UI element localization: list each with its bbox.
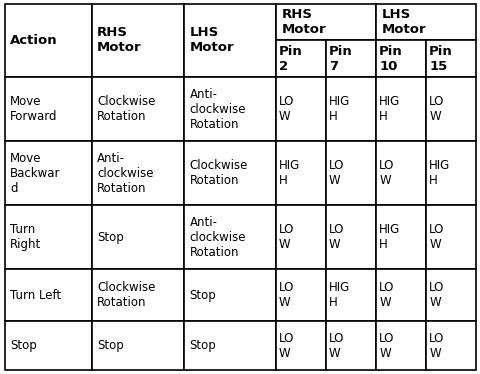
Bar xyxy=(5,269,92,321)
Bar xyxy=(375,269,425,321)
Text: Pin
7: Pin 7 xyxy=(328,45,352,73)
Bar xyxy=(375,141,425,205)
Bar xyxy=(276,77,325,141)
Bar xyxy=(5,4,92,77)
Bar xyxy=(5,205,92,269)
Text: LO
W: LO W xyxy=(328,223,344,251)
Text: Anti-
clockwise
Rotation: Anti- clockwise Rotation xyxy=(189,216,245,259)
Bar xyxy=(5,141,92,205)
Text: Move
Forward: Move Forward xyxy=(10,95,58,123)
Bar xyxy=(375,321,425,370)
Text: HIG
H: HIG H xyxy=(428,159,449,187)
Bar xyxy=(183,4,276,77)
Text: LO
W: LO W xyxy=(278,331,294,359)
Bar xyxy=(92,269,183,321)
Bar xyxy=(325,269,375,321)
Text: HIG
H: HIG H xyxy=(278,159,300,187)
Bar xyxy=(92,4,183,77)
Text: HIG
H: HIG H xyxy=(328,95,349,123)
Bar xyxy=(425,321,475,370)
Text: HIG
H: HIG H xyxy=(378,95,399,123)
Bar xyxy=(325,321,375,370)
Bar xyxy=(325,40,375,77)
Text: LHS
Motor: LHS Motor xyxy=(381,8,426,36)
Bar xyxy=(375,40,425,77)
Text: Clockwise
Rotation: Clockwise Rotation xyxy=(97,281,156,309)
Bar xyxy=(325,205,375,269)
Text: LO
W: LO W xyxy=(378,281,394,309)
Text: LO
W: LO W xyxy=(428,281,444,309)
Bar xyxy=(5,321,92,370)
Bar xyxy=(276,40,325,77)
Bar xyxy=(325,77,375,141)
Text: LO
W: LO W xyxy=(328,331,344,359)
Text: LO
W: LO W xyxy=(378,331,394,359)
Text: Stop: Stop xyxy=(97,339,124,352)
Text: Turn
Right: Turn Right xyxy=(10,223,41,251)
Text: Stop: Stop xyxy=(189,289,216,301)
Text: Anti-
clockwise
Rotation: Anti- clockwise Rotation xyxy=(97,152,154,195)
Text: Stop: Stop xyxy=(10,339,36,352)
Text: HIG
H: HIG H xyxy=(328,281,349,309)
Text: LO
W: LO W xyxy=(428,95,444,123)
Bar xyxy=(183,77,276,141)
Text: RHS
Motor: RHS Motor xyxy=(281,8,326,36)
Text: LO
W: LO W xyxy=(428,223,444,251)
Bar xyxy=(425,77,475,141)
Text: Pin
2: Pin 2 xyxy=(278,45,302,73)
Text: Pin
10: Pin 10 xyxy=(378,45,402,73)
Bar xyxy=(276,205,325,269)
Text: LO
W: LO W xyxy=(278,281,294,309)
Bar xyxy=(92,321,183,370)
Bar xyxy=(425,269,475,321)
Bar xyxy=(375,205,425,269)
Text: Anti-
clockwise
Rotation: Anti- clockwise Rotation xyxy=(189,88,245,131)
Bar xyxy=(276,269,325,321)
Text: Stop: Stop xyxy=(97,231,124,244)
Bar xyxy=(183,269,276,321)
Text: LO
W: LO W xyxy=(278,95,294,123)
Text: LO
W: LO W xyxy=(328,159,344,187)
Text: Move
Backwar
d: Move Backwar d xyxy=(10,152,60,195)
Bar xyxy=(375,77,425,141)
Text: LO
W: LO W xyxy=(278,223,294,251)
Bar xyxy=(5,77,92,141)
Text: Clockwise
Rotation: Clockwise Rotation xyxy=(97,95,156,123)
Bar xyxy=(276,141,325,205)
Bar xyxy=(276,321,325,370)
Bar xyxy=(92,77,183,141)
Bar xyxy=(325,141,375,205)
Bar xyxy=(183,205,276,269)
Bar xyxy=(92,205,183,269)
Text: Pin
15: Pin 15 xyxy=(428,45,452,73)
Text: LHS
Motor: LHS Motor xyxy=(189,27,234,54)
Bar xyxy=(183,321,276,370)
Text: Clockwise
Rotation: Clockwise Rotation xyxy=(189,159,247,187)
Bar xyxy=(425,141,475,205)
Text: Stop: Stop xyxy=(189,339,216,352)
Text: LO
W: LO W xyxy=(428,331,444,359)
Text: LO
W: LO W xyxy=(378,159,394,187)
Text: HIG
H: HIG H xyxy=(378,223,399,251)
Bar xyxy=(183,141,276,205)
Bar xyxy=(276,4,375,40)
Text: Turn Left: Turn Left xyxy=(10,289,61,301)
Text: Action: Action xyxy=(10,34,58,47)
Bar xyxy=(375,4,475,40)
Bar xyxy=(425,40,475,77)
Text: RHS
Motor: RHS Motor xyxy=(97,27,142,54)
Bar xyxy=(92,141,183,205)
Bar xyxy=(425,205,475,269)
